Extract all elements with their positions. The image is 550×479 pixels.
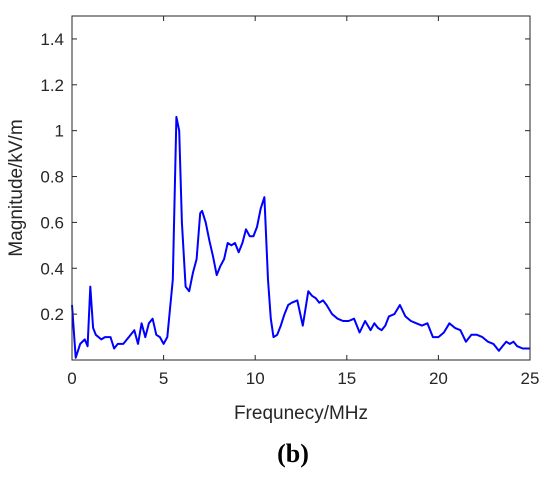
- y-tick-label: 1.4: [40, 30, 64, 49]
- y-axis-label: Magnitude/kV/m: [6, 119, 27, 256]
- x-axis-label: Frequnecy/MHz: [234, 403, 368, 424]
- x-tick-label: 20: [429, 369, 448, 388]
- y-axis-ticks: 0.2 0.4 0.6 0.8 1 1.2 1.4: [40, 30, 530, 324]
- y-tick-label: 0.8: [40, 168, 64, 187]
- x-tick-label: 0: [67, 369, 76, 388]
- y-tick-label: 0.6: [40, 213, 64, 232]
- x-tick-label: 25: [521, 369, 540, 388]
- x-tick-label: 10: [246, 369, 265, 388]
- x-axis-ticks: 0 5 10 15 20 25: [67, 16, 539, 388]
- x-tick-label: 15: [337, 369, 356, 388]
- x-tick-label: 5: [159, 369, 168, 388]
- plot-area-border: [71, 15, 531, 361]
- panel-label: (b): [277, 439, 309, 468]
- series-line: [71, 115, 530, 359]
- y-tick-label: 1.2: [40, 76, 64, 95]
- y-tick-label: 1: [55, 122, 64, 141]
- y-tick-label: 0.2: [40, 305, 64, 324]
- y-tick-label: 0.4: [40, 259, 64, 278]
